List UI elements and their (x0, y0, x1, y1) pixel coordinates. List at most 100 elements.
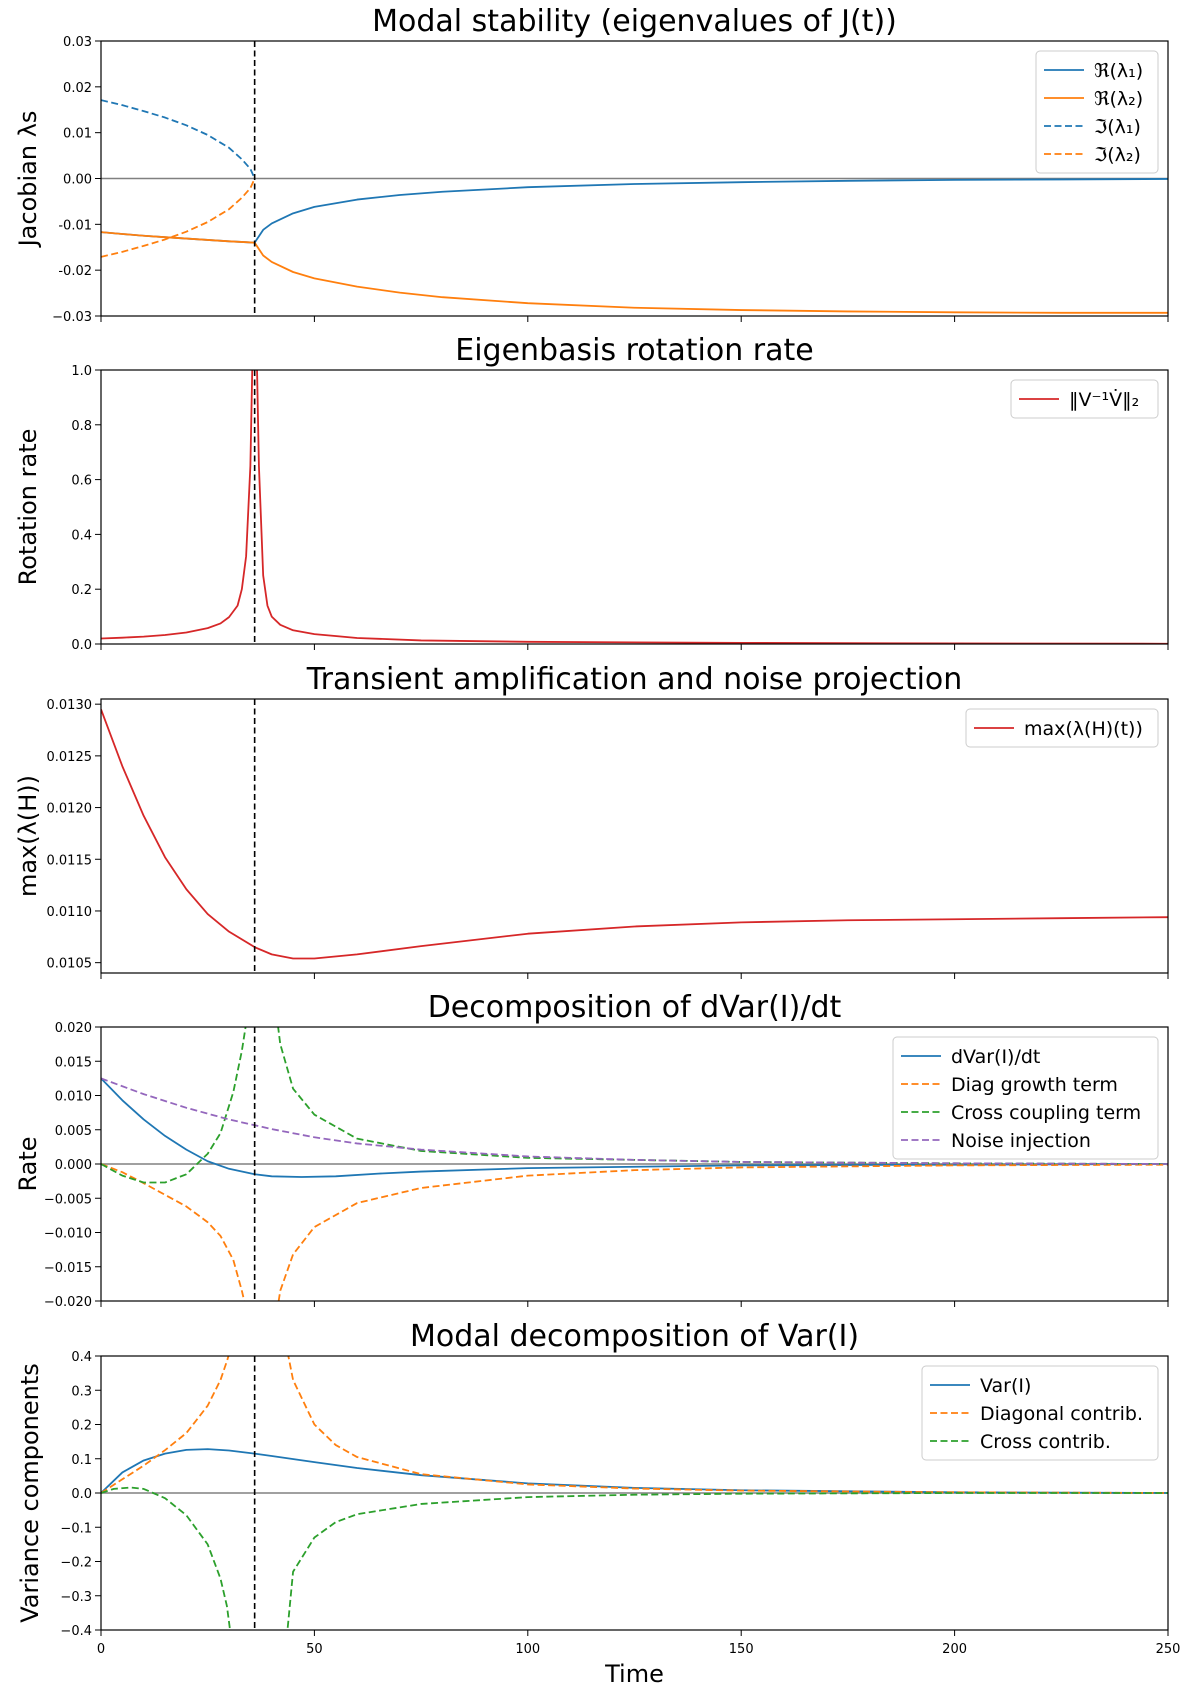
y-tick-label: 0.0125 (47, 750, 93, 765)
chart-panel-1: Modal stability (eigenvalues of J(t)) Jac… (14, 4, 1169, 325)
y-tick-label: 0.8 (71, 419, 92, 434)
legend-label: Diagonal contrib. (980, 1403, 1143, 1425)
y-tick-label: 0.2 (71, 1419, 92, 1434)
plot-area (101, 41, 1168, 316)
y-tick-label: 0.01 (63, 127, 92, 142)
x-tick-label: 100 (515, 1642, 540, 1657)
legend-box (1010, 379, 1159, 419)
legend: ℜ(λ₁) ℜ(λ₂) ℑ(λ₁) ℑ(λ₂) (1035, 50, 1159, 174)
legend-label: ℜ(λ₂) (1094, 88, 1143, 110)
x-tick-label: 50 (306, 1642, 323, 1657)
series-line-3 (101, 1486, 1168, 1630)
plot-area (101, 699, 1168, 973)
series-line-4 (101, 1077, 1168, 1165)
chart-title: Modal decomposition of Var(I) (410, 1319, 859, 1354)
x-tick-label: 0 (97, 1642, 105, 1657)
y-tick-label: 0.6 (71, 474, 92, 489)
y-tick-label: −0.1 (60, 1521, 92, 1536)
series-line-2 (101, 1163, 1168, 1301)
y-axis-label: max(λ(H)) (14, 775, 42, 897)
chart-panel-2: Eigenbasis rotation rate Rotation rate 1.0… (14, 333, 1169, 653)
chart-panel-4: Decomposition of dVar(I)/dt Rate 0.020 0.01… (14, 990, 1169, 1310)
series-line-1 (101, 178, 1168, 244)
legend-box (921, 1365, 1159, 1461)
y-tick-label: 0.020 (55, 1021, 92, 1036)
legend-label: Cross coupling term (951, 1102, 1141, 1124)
chart-title: Decomposition of dVar(I)/dt (428, 990, 842, 1025)
axes-frame (100, 1026, 1169, 1302)
plot-area (101, 1356, 1168, 1630)
legend-label: ℑ(λ₁) (1094, 116, 1141, 138)
y-tick-label: 0.4 (71, 1350, 92, 1365)
y-tick-label: -0.01 (58, 218, 92, 233)
y-tick-label: 0.2 (71, 583, 92, 598)
y-tick-label: 0.0115 (47, 853, 93, 868)
legend-label: ℑ(λ₂) (1094, 144, 1141, 166)
y-tick-label: -0.02 (58, 264, 92, 279)
y-tick-label: 0.0105 (47, 957, 93, 972)
x-axis-label: Time (604, 1660, 664, 1688)
y-tick-label: 0.1 (71, 1453, 92, 1468)
chart-title: Transient amplification and noise projec… (306, 662, 963, 697)
y-tick-label: 0.0 (71, 638, 92, 653)
legend-label: Noise injection (951, 1130, 1091, 1152)
legend-box (965, 708, 1159, 748)
y-tick-label: 0.3 (71, 1384, 92, 1399)
series-line-1 (101, 1077, 1168, 1178)
y-tick-label: 1.0 (71, 364, 92, 379)
y-axis-label: Jacobian λs (14, 111, 42, 249)
x-tick-label: 200 (942, 1642, 967, 1657)
axes-frame (100, 40, 1169, 317)
y-tick-label: 0.00 (63, 173, 92, 188)
chart-panel-5: Modal decomposition of Var(I) Variance co… (16, 1319, 1180, 1688)
y-tick-label: 0.0130 (47, 698, 93, 713)
y-tick-label: 0.000 (55, 1158, 92, 1173)
y-tick-label: 0.0120 (47, 802, 93, 817)
y-tick-label: 0.005 (55, 1124, 92, 1139)
plot-area (101, 1027, 1168, 1301)
legend-label: ‖V⁻¹V̇‖₂ (1069, 389, 1139, 411)
series-line-3 (101, 99, 256, 179)
y-tick-label: −0.005 (44, 1192, 92, 1207)
y-tick-label: 0.03 (63, 35, 92, 50)
y-tick-label: 0.0110 (47, 905, 93, 920)
legend-label: Diag growth term (951, 1074, 1118, 1096)
y-axis-label: Rotation rate (14, 429, 42, 586)
y-tick-label: 0.015 (55, 1055, 92, 1070)
series-line-2 (101, 1356, 1168, 1494)
axes-frame (100, 369, 1169, 645)
series-line-2 (101, 231, 1168, 314)
x-tick-label: 250 (1156, 1642, 1181, 1657)
y-axis-label: Rate (14, 1136, 42, 1191)
series-line-1 (101, 370, 1168, 644)
chart-title: Modal stability (eigenvalues of J(t)) (372, 4, 897, 39)
y-tick-label: 0.010 (55, 1090, 92, 1105)
legend: max(λ(H)(t)) (965, 708, 1159, 748)
legend-label: max(λ(H)(t)) (1024, 718, 1143, 740)
plot-area (101, 370, 1168, 644)
axes-frame (100, 1355, 1169, 1631)
legend: ‖V⁻¹V̇‖₂ (1010, 379, 1159, 419)
legend-label: ℜ(λ₁) (1094, 60, 1143, 82)
y-tick-label: −0.3 (60, 1590, 92, 1605)
y-tick-label: −0.015 (44, 1261, 92, 1276)
legend-box (892, 1036, 1159, 1160)
y-tick-label: 0.02 (63, 81, 92, 96)
series-line-1 (101, 709, 1168, 960)
chart-panel-3: Transient amplification and noise projec… (14, 662, 1169, 979)
legend-label: Cross contrib. (980, 1431, 1111, 1453)
y-tick-label: −0.020 (44, 1295, 92, 1310)
chart-title: Eigenbasis rotation rate (455, 333, 813, 368)
legend: dVar(I)/dt Diag growth term Cross coupling… (892, 1036, 1159, 1160)
y-tick-label: −0.4 (60, 1624, 92, 1639)
y-axis-label: Variance components (16, 1363, 44, 1623)
legend: Var(I) Diagonal contrib. Cross contrib. (921, 1365, 1159, 1461)
legend-label: dVar(I)/dt (951, 1046, 1040, 1068)
y-tick-label: −0.010 (44, 1227, 92, 1242)
legend-box (1035, 50, 1159, 174)
axes-frame (100, 698, 1169, 974)
legend-label: Var(I) (980, 1375, 1031, 1397)
y-tick-label: 0.4 (71, 528, 92, 543)
y-tick-label: 0.0 (71, 1487, 92, 1502)
